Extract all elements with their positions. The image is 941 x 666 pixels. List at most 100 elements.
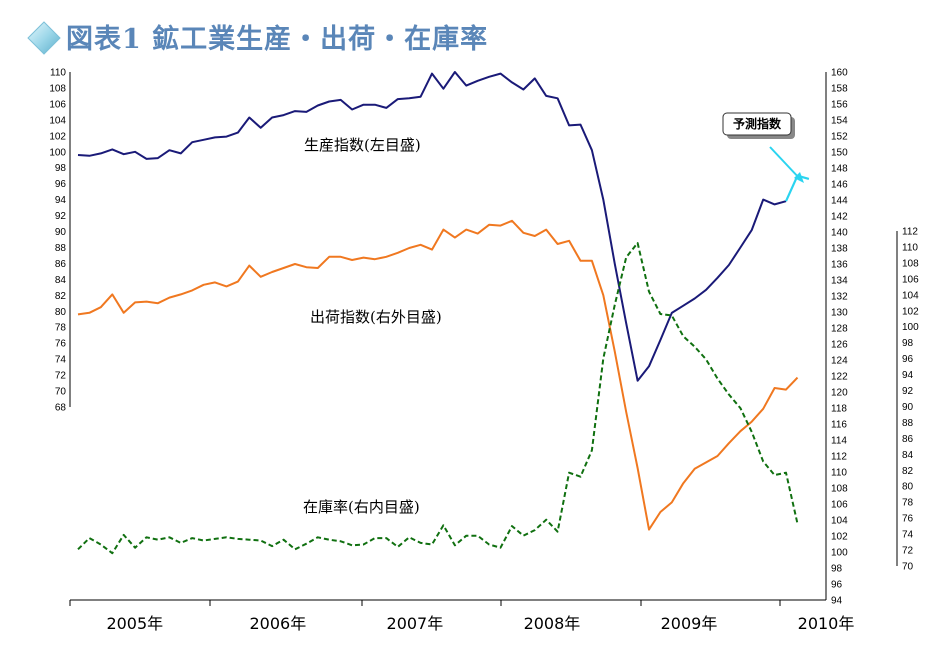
left-tick-label: 80 <box>55 307 67 318</box>
left-tick-label: 76 <box>55 339 67 350</box>
left-tick-label: 88 <box>55 243 67 254</box>
right-outer-tick-label: 106 <box>831 500 848 511</box>
left-tick-label: 78 <box>55 323 67 334</box>
right-outer-tick-label: 118 <box>831 404 847 415</box>
right-outer-tick-label: 146 <box>831 180 848 191</box>
left-tick-label: 70 <box>55 387 67 398</box>
left-tick-label: 104 <box>49 115 66 126</box>
production-label: 生産指数(左目盛) <box>304 136 421 154</box>
right-inner-tick-label: 80 <box>902 482 914 493</box>
right-outer-tick-label: 108 <box>831 484 848 495</box>
forecast-arrowhead <box>794 172 804 183</box>
x-tick-label: 2005年 <box>106 614 163 633</box>
right-outer-tick-label: 112 <box>831 452 847 463</box>
right-outer-tick-label: 150 <box>831 148 848 159</box>
right-outer-tick-label: 104 <box>831 516 848 527</box>
right-inner-tick-label: 112 <box>902 227 918 238</box>
right-outer-tick-label: 102 <box>831 532 848 543</box>
right-inner-tick-label: 88 <box>902 418 914 429</box>
left-tick-label: 72 <box>55 371 67 382</box>
right-outer-tick-label: 158 <box>831 84 848 95</box>
right-outer-tick-label: 100 <box>831 548 848 559</box>
left-tick-label: 92 <box>55 211 67 222</box>
diamond-icon <box>27 21 61 55</box>
right-outer-tick-label: 134 <box>831 276 848 287</box>
right-outer-tick-label: 128 <box>831 324 848 335</box>
right-outer-axis-ticks: 94 96 98 100 102 104 106 108 110 112 114 116 118 120 1… <box>831 68 848 607</box>
right-inner-tick-label: 92 <box>902 386 914 397</box>
left-tick-label: 94 <box>55 195 67 206</box>
right-outer-tick-label: 114 <box>831 436 847 447</box>
left-tick-label: 106 <box>49 99 66 110</box>
right-inner-tick-label: 82 <box>902 466 914 477</box>
right-inner-tick-label: 94 <box>902 370 914 381</box>
right-outer-tick-label: 132 <box>831 292 848 303</box>
right-inner-tick-label: 110 <box>902 242 918 253</box>
left-tick-label: 110 <box>50 68 66 79</box>
left-tick-label: 86 <box>55 259 67 270</box>
right-outer-tick-label: 148 <box>831 164 848 175</box>
right-inner-tick-label: 76 <box>902 514 914 525</box>
forecast-callout: 予測指数 <box>722 112 804 183</box>
inventory-label: 在庫率(右内目盛) <box>303 498 420 516</box>
inventory-series-line <box>77 242 799 555</box>
right-inner-tick-label: 74 <box>902 530 914 541</box>
left-tick-label: 82 <box>55 291 67 302</box>
forecast-callout-box <box>722 112 792 136</box>
chart-title-text: 図表1 鉱工業生産・出荷・在庫率 <box>66 23 488 55</box>
x-tick-label: 2006年 <box>249 614 306 633</box>
left-tick-label: 102 <box>49 131 66 142</box>
right-outer-tick-label: 156 <box>831 100 848 111</box>
right-outer-tick-label: 122 <box>831 372 848 383</box>
right-outer-tick-label: 126 <box>831 340 848 351</box>
left-tick-label: 90 <box>55 227 67 238</box>
right-outer-tick-label: 110 <box>831 468 847 479</box>
right-outer-tick-label: 160 <box>831 68 848 79</box>
right-inner-tick-label: 104 <box>902 290 919 301</box>
right-inner-axis-ticks: 70 72 74 76 78 80 82 84 86 88 90 92 94 96 98 100 102 104 1… <box>902 227 919 573</box>
right-outer-tick-label: 136 <box>831 260 848 271</box>
series-layer <box>77 71 810 555</box>
left-tick-label: 108 <box>49 83 66 94</box>
right-inner-tick-label: 72 <box>902 546 914 557</box>
x-tick-label: 2007年 <box>387 614 444 633</box>
right-outer-tick-label: 144 <box>831 196 848 207</box>
x-tick-label: 2008年 <box>524 614 581 633</box>
right-outer-tick-label: 152 <box>831 132 848 143</box>
right-inner-tick-label: 98 <box>902 338 914 349</box>
chart-title: 図表1 鉱工業生産・出荷・在庫率 <box>27 21 488 55</box>
left-tick-label: 98 <box>55 163 67 174</box>
right-outer-tick-label: 96 <box>831 580 843 591</box>
left-tick-label: 96 <box>55 179 67 190</box>
right-outer-tick-label: 130 <box>831 308 848 319</box>
shipments-series-line <box>77 219 799 531</box>
forecast-arrow <box>769 146 802 181</box>
right-inner-tick-label: 100 <box>902 322 919 333</box>
right-inner-tick-label: 96 <box>902 354 914 365</box>
x-tick-label: 2009年 <box>661 614 718 633</box>
right-outer-tick-label: 94 <box>831 596 843 607</box>
right-outer-tick-label: 138 <box>831 244 848 255</box>
right-inner-tick-label: 70 <box>902 562 914 573</box>
axes: 68 70 72 74 76 78 80 82 84 86 88 90 92 94 96 98 100 102 10… <box>49 68 919 634</box>
right-inner-tick-label: 78 <box>902 498 914 509</box>
forecast-callout-text: 予測指数 <box>733 116 782 131</box>
x-axis-ticks: 2005年 2006年 2007年 2008年 2009年 2010年 <box>69 600 855 633</box>
right-inner-tick-label: 86 <box>902 434 914 445</box>
left-axis-ticks: 68 70 72 74 76 78 80 82 84 86 88 90 92 94 96 98 100 102 10… <box>49 68 66 414</box>
x-tick-label: 2010年 <box>798 614 855 633</box>
right-inner-tick-label: 108 <box>902 258 919 269</box>
left-tick-label: 100 <box>49 147 66 158</box>
left-tick-label: 68 <box>55 403 67 414</box>
right-outer-tick-label: 120 <box>831 388 848 399</box>
right-outer-tick-label: 124 <box>831 356 848 367</box>
left-tick-label: 74 <box>55 355 67 366</box>
production-series-line <box>77 71 787 382</box>
right-inner-tick-label: 84 <box>902 450 914 461</box>
shipments-label: 出荷指数(右外目盛) <box>310 308 442 326</box>
right-outer-tick-label: 154 <box>831 116 848 127</box>
right-outer-tick-label: 142 <box>831 212 848 223</box>
right-inner-tick-label: 102 <box>902 306 919 317</box>
right-inner-tick-label: 90 <box>902 402 914 413</box>
